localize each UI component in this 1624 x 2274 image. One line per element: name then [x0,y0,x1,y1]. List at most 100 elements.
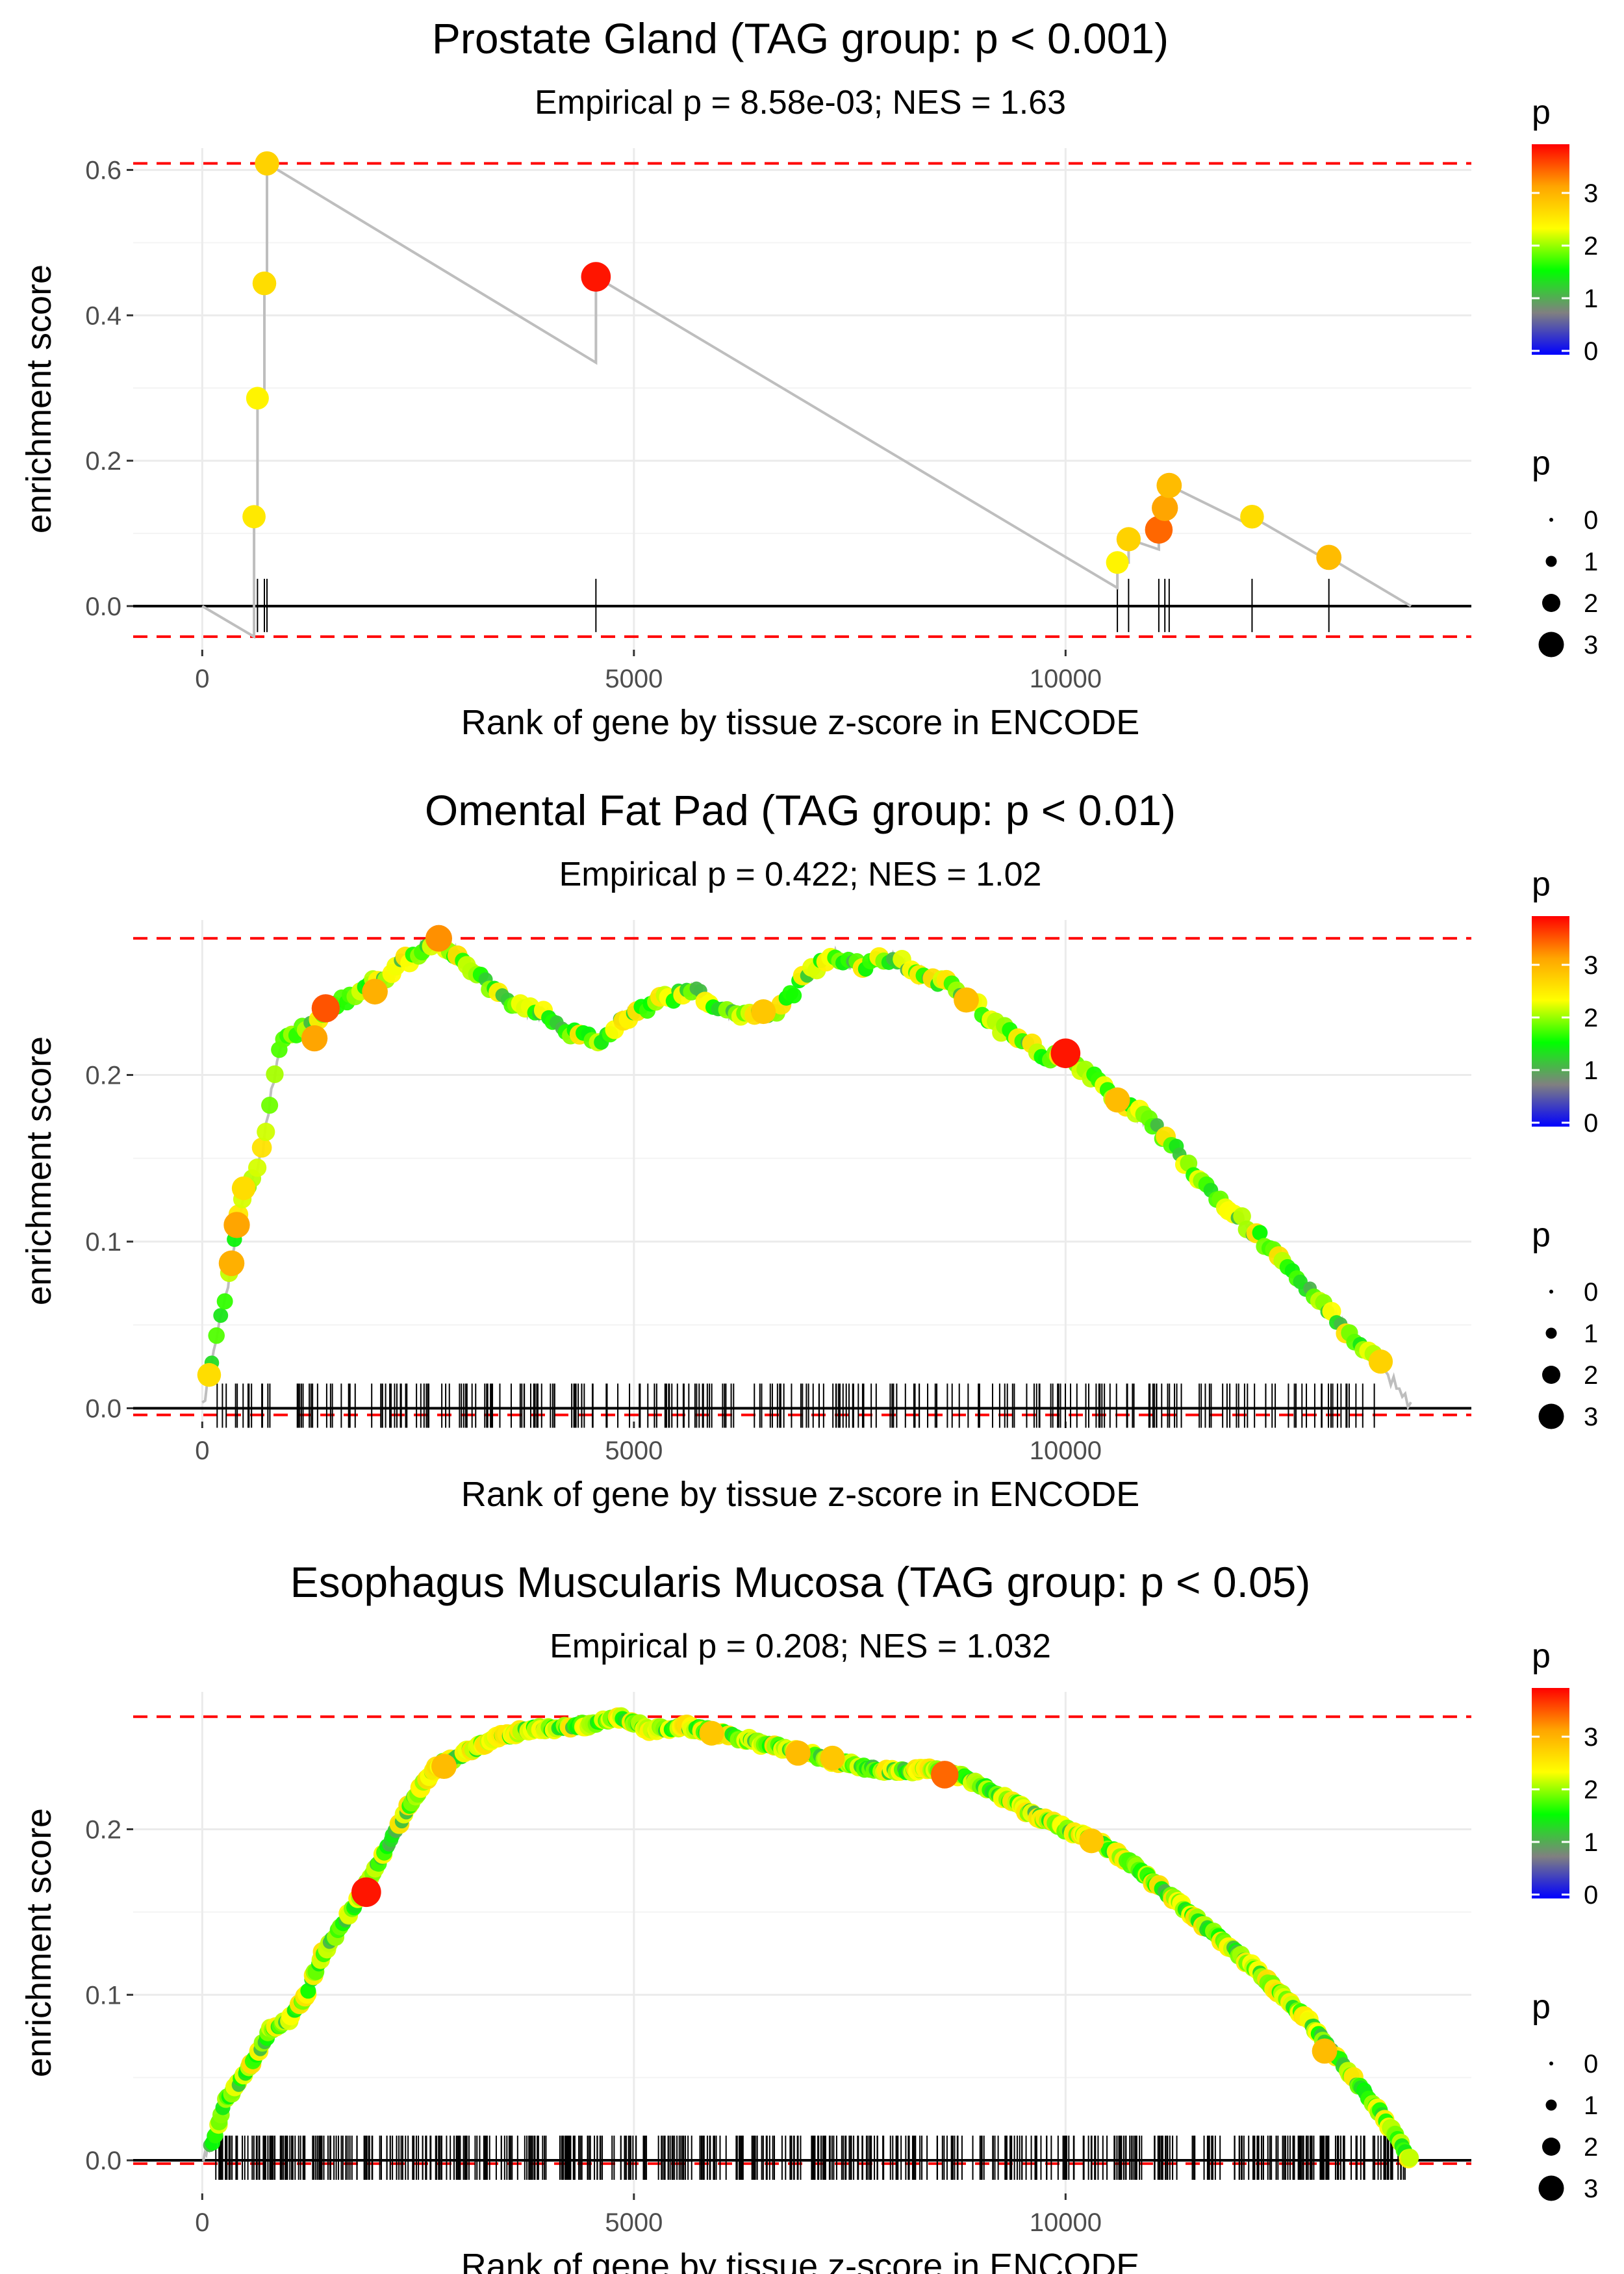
x-tick-label: 10000 [1030,2208,1102,2237]
gene-point [1116,527,1141,552]
gene-point [246,387,269,410]
panel-3: Esophagus Muscularis Mucosa (TAG group: … [19,1558,1598,2274]
size-legend-dot [1538,1403,1564,1429]
color-bar-label: 1 [1584,1056,1598,1085]
legend: p 0 1 2 3 p 0 1 2 3 [1532,865,1598,1431]
size-legend-dot [1542,1366,1560,1384]
y-tick-label: 0.2 [85,1062,121,1090]
y-tick-label: 0.2 [85,447,121,476]
gene-point-highlight [431,1754,457,1780]
gene-point [261,1097,279,1114]
enrichment-curve [201,160,1412,639]
gene-point-highlight [1079,1828,1104,1854]
x-tick-label: 0 [195,2208,209,2237]
x-axis-label: Rank of gene by tissue z-score in ENCODE [461,1475,1139,1514]
gene-point-highlight [1104,1087,1130,1113]
color-bar-label: 3 [1584,951,1598,980]
size-legend-label: 3 [1584,2175,1598,2203]
gene-point-highlight [930,1761,959,1789]
gene-point-highlight [699,1720,724,1746]
x-tick-label: 5000 [605,665,663,693]
gene-point [1145,516,1173,544]
gene-point [1316,544,1342,570]
size-legend-title: p [1532,1988,1551,2026]
y-tick-label: 0.4 [85,301,121,330]
gene-point [213,1308,229,1323]
gene-rug [216,1383,1375,1428]
gene-points [242,151,1342,574]
gene-point-highlight [362,978,388,1005]
gene-point [252,271,277,296]
color-legend-title: p [1532,94,1551,131]
gene-point-highlight [223,1212,250,1238]
x-axis-label: Rank of gene by tissue z-score in ENCODE [461,703,1139,742]
color-legend-title: p [1532,865,1551,903]
size-legend-label: 3 [1584,631,1598,659]
gene-point-highlight [1368,1349,1393,1374]
chart-title: Esophagus Muscularis Mucosa (TAG group: … [290,1558,1311,1606]
gene-points [197,925,1393,1387]
gene-point [1401,2149,1419,2167]
x-tick-label: 5000 [605,2208,663,2237]
gene-point-highlight [820,1745,845,1770]
x-tick-label: 10000 [1030,1437,1102,1465]
size-legend-dot [1549,518,1553,522]
size-legend-label: 2 [1584,2133,1598,2162]
color-bar-label: 0 [1584,1109,1598,1138]
gene-point [1240,504,1264,529]
color-bar-label: 3 [1584,179,1598,208]
y-axis-label: enrichment score [19,1808,58,2077]
y-tick-label: 0.6 [85,157,121,185]
gene-point [257,1123,275,1142]
color-legend-title: p [1532,1637,1551,1675]
size-legend-label: 1 [1584,548,1598,576]
y-tick-label: 0.0 [85,593,121,621]
color-bar-label: 0 [1584,337,1598,366]
size-legend-dot [1545,556,1557,567]
color-bar [1532,144,1569,355]
legend: p 0 1 2 3 p 0 1 2 3 [1532,1637,1598,2203]
gene-point-highlight [954,987,979,1013]
size-legend-dot [1538,2175,1564,2201]
size-legend-label: 0 [1584,2050,1598,2078]
gene-point [216,1293,233,1310]
enrichment-curve [201,935,1412,1411]
size-legend-dot [1545,2099,1557,2111]
color-bar-label: 2 [1584,232,1598,261]
panel-2: Omental Fat Pad (TAG group: p < 0.01) Emp… [19,786,1598,1514]
gene-point-highlight [351,1877,381,1908]
legend: p 0 1 2 3 p 0 1 2 3 [1532,94,1598,659]
x-tick-label: 5000 [605,1437,663,1465]
gene-point [242,505,266,529]
size-legend-label: 0 [1584,506,1598,535]
size-legend-label: 2 [1584,1361,1598,1390]
size-legend-dot [1549,1290,1553,1294]
size-legend-dot [1538,632,1564,658]
x-axis-label: Rank of gene by tissue z-score in ENCODE [461,2247,1139,2274]
gene-point [1156,472,1182,498]
color-bar-label: 1 [1584,285,1598,313]
chart-subtitle: Empirical p = 0.208; NES = 1.032 [550,1628,1051,1665]
size-legend-dot [1549,2062,1553,2065]
gene-point-highlight [1050,1038,1081,1069]
gene-point [251,1138,272,1158]
gene-point [581,262,611,292]
size-legend-dot [1542,594,1560,612]
size-legend-dot [1542,2138,1560,2156]
chart-subtitle: Empirical p = 0.422; NES = 1.02 [559,856,1042,893]
gene-point [1252,1225,1268,1241]
y-tick-label: 0.0 [85,2147,121,2175]
y-axis-label: enrichment score [19,264,58,533]
size-legend-label: 2 [1584,589,1598,618]
gene-point [247,1158,267,1177]
gene-rug [215,2136,1406,2180]
color-bar-label: 2 [1584,1776,1598,1804]
gene-point-highlight [197,1362,222,1387]
size-legend-label: 1 [1584,2091,1598,2120]
size-legend-label: 1 [1584,1320,1598,1348]
size-legend-title: p [1532,444,1551,482]
color-bar-label: 2 [1584,1004,1598,1032]
gene-point-highlight [301,1025,328,1052]
size-legend-dot [1545,1327,1557,1339]
